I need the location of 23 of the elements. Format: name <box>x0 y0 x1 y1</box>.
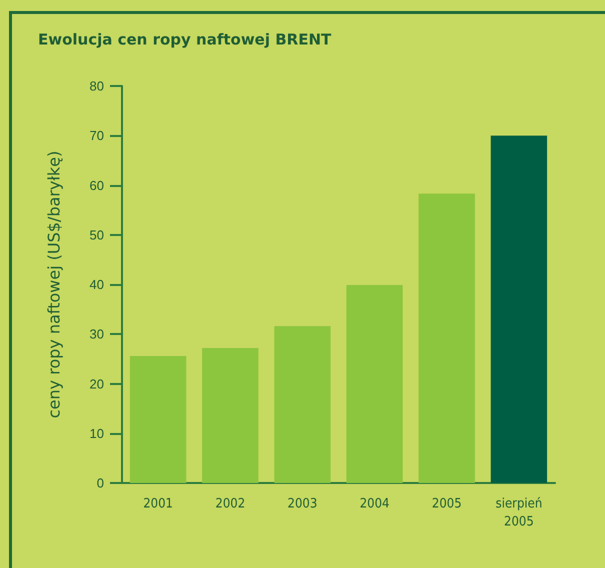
y-tick-label: 60 <box>90 178 104 193</box>
y-tick-label: 0 <box>96 476 104 490</box>
x-tick-label: 2003 <box>288 496 318 512</box>
y-axis-title: ceny ropy naftowej (US$/baryłkę) <box>44 150 64 418</box>
bar <box>202 348 258 483</box>
y-tick-label: 50 <box>90 227 104 242</box>
y-tick-label: 70 <box>90 128 104 144</box>
x-tick-label: 2002 <box>215 496 246 512</box>
bar <box>274 326 331 483</box>
y-tick-label: 20 <box>90 376 104 392</box>
bar <box>490 136 548 483</box>
y-tick-label: 30 <box>90 326 104 342</box>
chart-title: Ewolucja cen ropy naftowej BRENT <box>38 30 332 48</box>
x-tick-label: 2001 <box>143 496 173 512</box>
y-tick-label: 40 <box>90 277 104 292</box>
y-tick-label: 80 <box>90 78 104 94</box>
x-tick-label: 2004 <box>360 496 390 512</box>
x-tick-label: 2005 <box>432 496 462 512</box>
y-tick-label: 10 <box>90 426 104 441</box>
bar <box>346 284 403 483</box>
bar <box>418 194 475 483</box>
x-tick-label: sierpień 2005 <box>496 496 542 530</box>
bar <box>130 356 186 483</box>
